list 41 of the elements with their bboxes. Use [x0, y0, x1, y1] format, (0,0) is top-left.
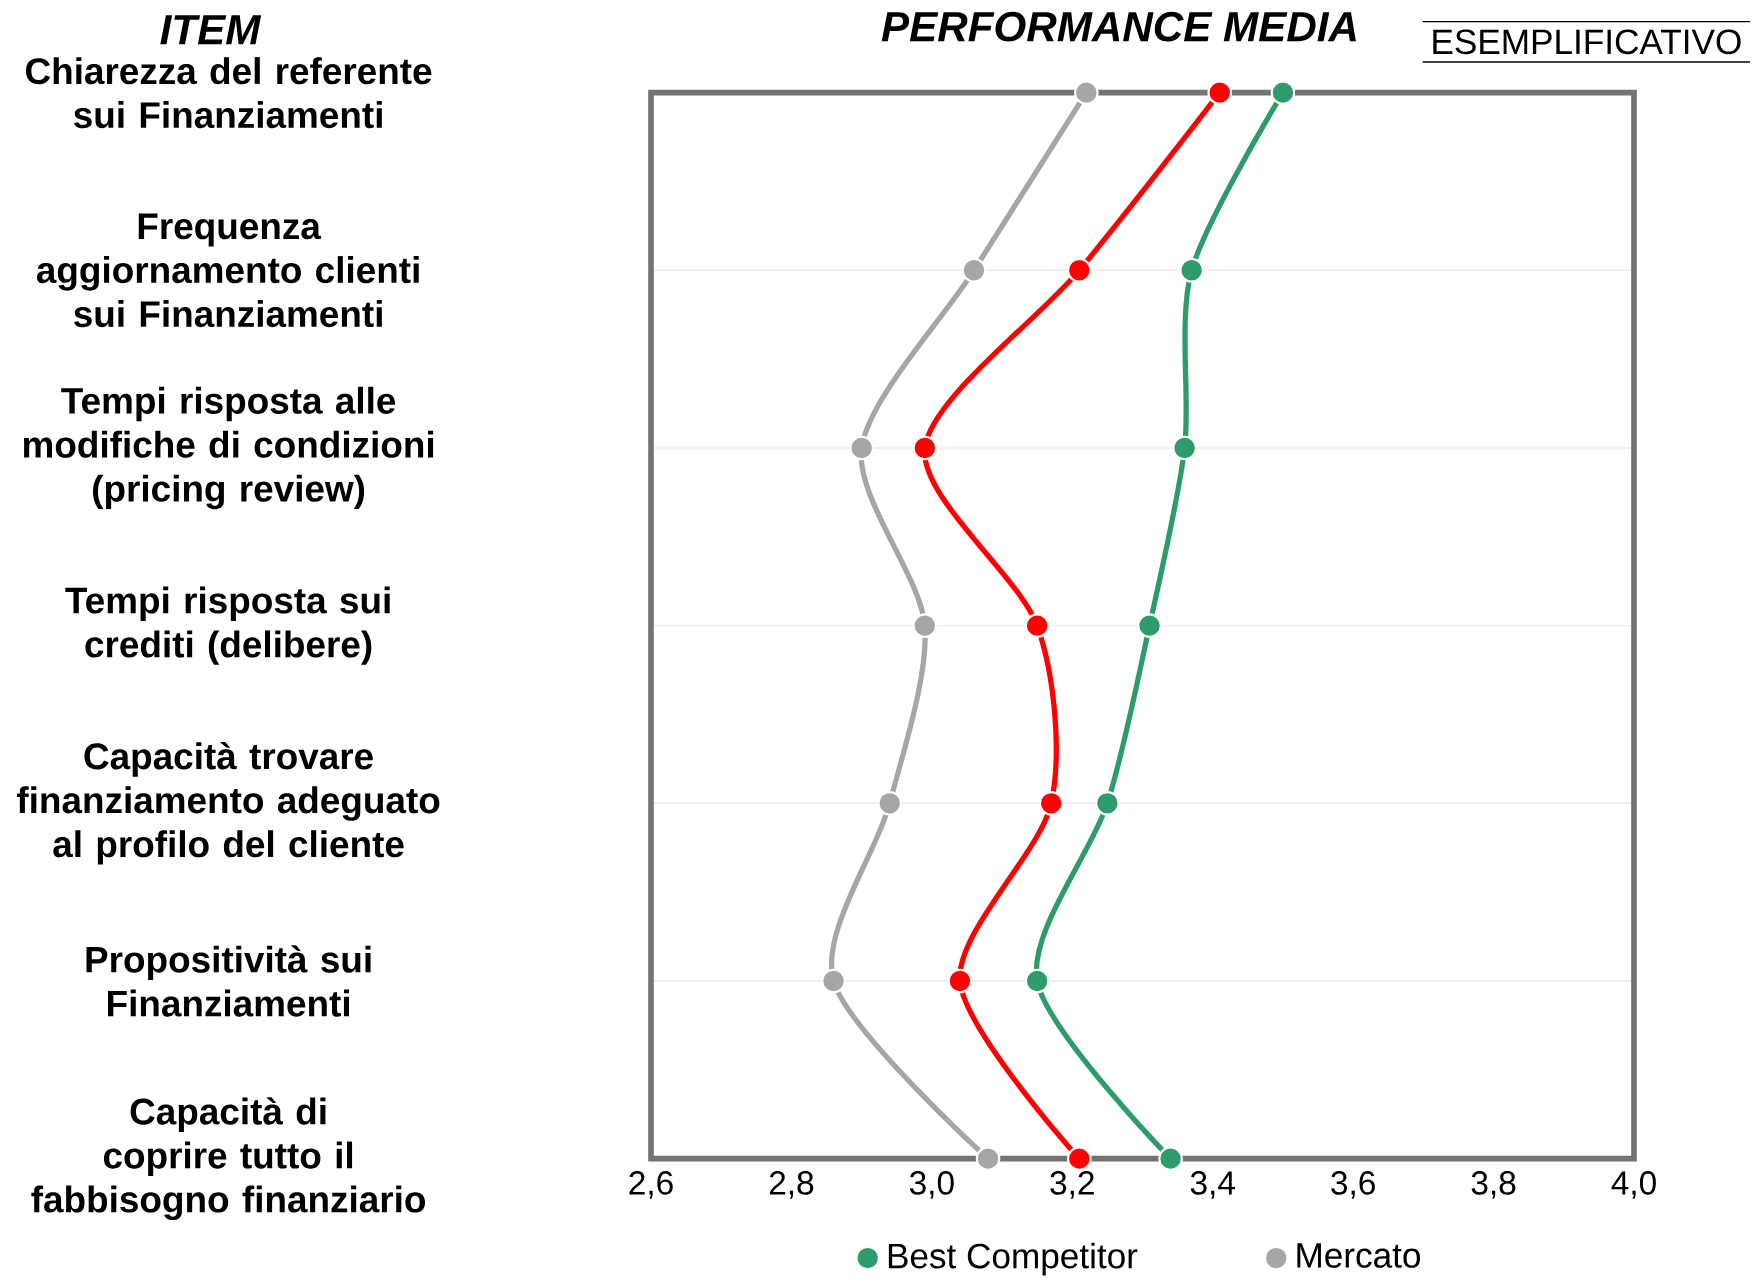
point: [1066, 257, 1092, 283]
y-tick-label: Propositività sui Finanziamenti: [86, 945, 371, 1017]
x-tick-label: 3,4: [1190, 1170, 1235, 1199]
point: [961, 257, 987, 283]
text: ESEMPLIFICATIVO: [1433, 29, 1741, 54]
point: [1066, 1146, 1092, 1171]
x-tick-label: 4,0: [1611, 1170, 1656, 1199]
point: [912, 613, 938, 638]
x-tick-label: 3,2: [1050, 1170, 1094, 1199]
x-tick-label: 2,8: [769, 1170, 814, 1199]
point: [1172, 435, 1197, 461]
point: [912, 435, 938, 461]
x-tick-label: 2,6: [629, 1170, 673, 1199]
y-tick-label: Frequenza aggiornamento clienti sui Finanziamenti: [36, 213, 419, 327]
y-tick-label: Capacità di coprire tutto il fabbisogno finanziario: [31, 1097, 426, 1220]
point: [1024, 968, 1050, 994]
point: [1095, 790, 1120, 816]
point: [877, 790, 903, 816]
point: [849, 435, 874, 461]
y-tick-label: Capacità trovare finanziamento adeguato al profilo del cliente: [16, 741, 440, 865]
y-tick-label: Chiarezza del referente sui Finanziamenti: [26, 56, 432, 128]
point: [1038, 790, 1064, 816]
y-axis-title: ITEM: [160, 14, 262, 44]
legend-label: Mercato: [1297, 1243, 1421, 1268]
point: [1270, 80, 1296, 105]
point: [1024, 613, 1050, 638]
x-tick-label: 3,6: [1331, 1170, 1375, 1199]
legend-label: Best Competitor: [888, 1242, 1138, 1276]
point: [1179, 257, 1204, 283]
point: [947, 968, 973, 994]
x-tick-label: 3,0: [909, 1170, 954, 1199]
point: [821, 968, 846, 994]
y-tick-label: Tempi risposta sui crediti (delibere): [65, 586, 390, 665]
point: [1158, 1146, 1183, 1171]
y-tick-label: Tempi risposta alle modifiche di condizioni (pricing review): [23, 386, 434, 509]
point: [1074, 80, 1099, 105]
chart-title: PERFORMANCE MEDIA: [881, 11, 1356, 42]
point: [1207, 80, 1233, 105]
point: [1137, 613, 1162, 638]
x-tick-label: 3,8: [1471, 1170, 1516, 1199]
point: [975, 1146, 1001, 1171]
